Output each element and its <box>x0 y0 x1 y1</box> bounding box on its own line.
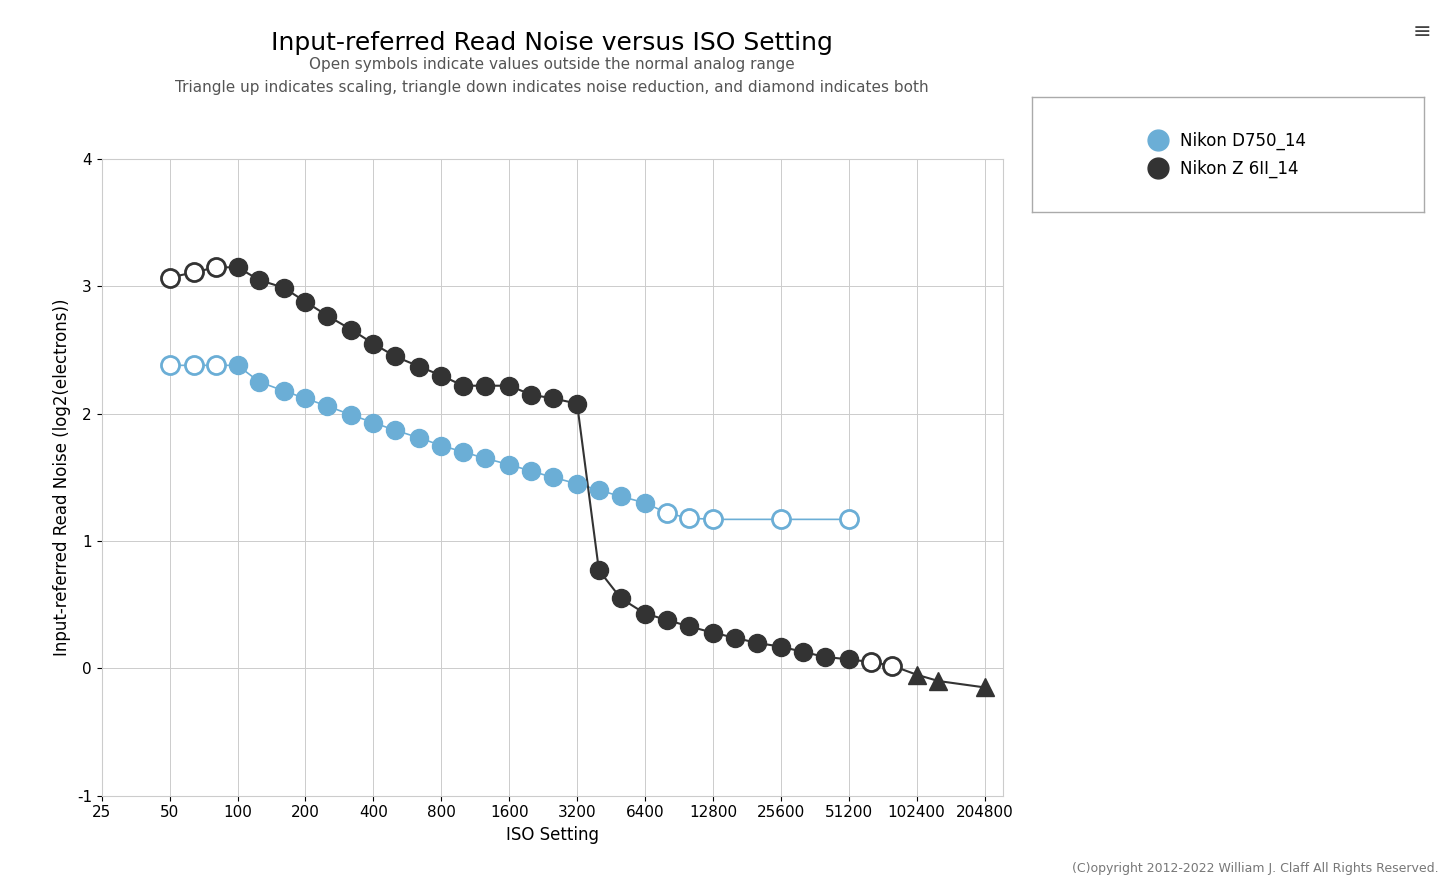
Legend: Nikon D750_14, Nikon Z 6II_14: Nikon D750_14, Nikon Z 6II_14 <box>1142 123 1314 187</box>
Text: ≡: ≡ <box>1412 22 1431 42</box>
Text: Input-referred Read Noise versus ISO Setting: Input-referred Read Noise versus ISO Set… <box>272 31 833 55</box>
Text: (C)opyright 2012-2022 William J. Claff All Rights Reserved.: (C)opyright 2012-2022 William J. Claff A… <box>1072 862 1438 875</box>
Text: Open symbols indicate values outside the normal analog range: Open symbols indicate values outside the… <box>309 57 795 72</box>
X-axis label: ISO Setting: ISO Setting <box>506 826 599 844</box>
Y-axis label: Input-referred Read Noise (log2(electrons)): Input-referred Read Noise (log2(electron… <box>54 299 71 656</box>
Text: Triangle up indicates scaling, triangle down indicates noise reduction, and diam: Triangle up indicates scaling, triangle … <box>176 80 928 95</box>
